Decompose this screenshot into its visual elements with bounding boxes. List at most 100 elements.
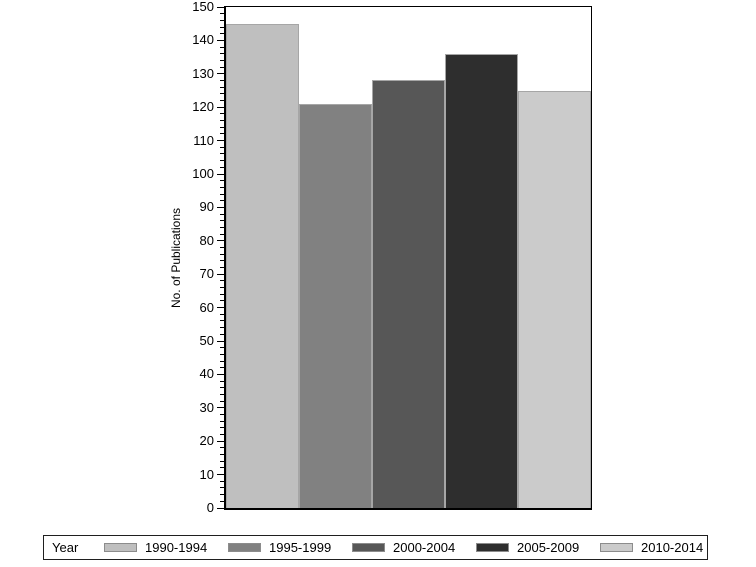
legend-entry-2000-2004: 2000-2004 <box>352 540 476 555</box>
bar-1990-1994 <box>226 23 299 508</box>
y-minor-tick <box>220 180 224 182</box>
y-minor-tick <box>220 213 224 215</box>
legend-swatch-2010-2014 <box>600 543 633 552</box>
legend-swatch-1995-1999 <box>228 543 261 552</box>
y-major-tick <box>217 474 224 476</box>
y-minor-tick <box>220 454 224 456</box>
y-minor-tick <box>220 434 224 436</box>
y-major-tick <box>217 407 224 409</box>
y-minor-tick <box>220 347 224 349</box>
legend-label-2005-2009: 2005-2009 <box>517 540 580 555</box>
legend: Year 1990-1994 1995-1999 2000-2004 2005-200… <box>43 535 708 560</box>
y-minor-tick <box>220 86 224 88</box>
y-minor-tick <box>220 267 224 269</box>
legend-entry-1990-1994: 1990-1994 <box>104 540 228 555</box>
y-minor-tick <box>220 280 224 282</box>
y-major-tick <box>217 240 224 242</box>
y-tick-label-150: 150 <box>192 0 214 14</box>
y-major-tick <box>217 106 224 108</box>
y-minor-tick <box>220 153 224 155</box>
y-minor-tick <box>220 26 224 28</box>
y-major-tick <box>217 340 224 342</box>
y-minor-tick <box>220 226 224 228</box>
y-minor-tick <box>220 360 224 362</box>
y-minor-tick <box>220 427 224 429</box>
legend-entry-2010-2014: 2010-2014 <box>600 540 703 555</box>
y-minor-tick <box>220 413 224 415</box>
y-minor-tick <box>220 186 224 188</box>
y-minor-tick <box>220 313 224 315</box>
y-minor-tick <box>220 66 224 68</box>
y-minor-tick <box>220 447 224 449</box>
y-tick-label-70: 70 <box>199 266 214 282</box>
y-minor-tick <box>220 120 224 122</box>
y-tick-label-130: 130 <box>192 65 214 81</box>
bar-2005-2009 <box>445 53 518 508</box>
y-major-tick <box>217 39 224 41</box>
y-major-tick <box>217 440 224 442</box>
y-tick-label-80: 80 <box>199 232 214 248</box>
y-minor-tick <box>220 146 224 148</box>
y-minor-tick <box>220 19 224 21</box>
bar-2010-2014 <box>518 90 591 508</box>
y-minor-tick <box>220 33 224 35</box>
y-tick-label-20: 20 <box>199 433 214 449</box>
y-minor-tick <box>220 166 224 168</box>
y-minor-tick <box>220 380 224 382</box>
y-minor-tick <box>220 93 224 95</box>
legend-title: Year <box>52 540 79 555</box>
y-major-tick <box>217 373 224 375</box>
y-minor-tick <box>220 367 224 369</box>
y-tick-label-50: 50 <box>199 333 214 348</box>
y-major-tick <box>217 273 224 275</box>
y-major-tick <box>217 140 224 142</box>
y-minor-tick <box>220 387 224 389</box>
y-minor-tick <box>220 420 224 422</box>
y-minor-tick <box>220 79 224 81</box>
legend-swatch-2005-2009 <box>476 543 509 552</box>
bar-1995-1999 <box>299 103 372 508</box>
y-major-tick <box>217 206 224 208</box>
y-minor-tick <box>220 126 224 128</box>
y-minor-tick <box>220 293 224 295</box>
y-minor-tick <box>220 113 224 115</box>
y-tick-label-40: 40 <box>199 366 214 382</box>
y-minor-tick <box>220 393 224 395</box>
y-tick-label-60: 60 <box>199 299 214 315</box>
y-minor-tick <box>220 287 224 289</box>
y-minor-tick <box>220 100 224 102</box>
y-major-tick <box>217 307 224 309</box>
y-minor-tick <box>220 480 224 482</box>
legend-entry-2005-2009: 2005-2009 <box>476 540 600 555</box>
y-axis-ticks: 0 10 20 30 40 50 60 70 80 90 100 110 120 130 140 150 <box>0 0 224 515</box>
legend-label-1995-1999: 1995-1999 <box>269 540 332 555</box>
legend-label-1990-1994: 1990-1994 <box>145 540 208 555</box>
y-minor-tick <box>220 320 224 322</box>
y-tick-label-90: 90 <box>199 199 214 215</box>
legend-entry-1995-1999: 1995-1999 <box>228 540 352 555</box>
y-minor-tick <box>220 467 224 469</box>
y-tick-label-110: 110 <box>193 132 214 148</box>
y-minor-tick <box>220 46 224 48</box>
y-minor-tick <box>220 220 224 222</box>
y-major-tick <box>217 507 224 509</box>
y-minor-tick <box>220 500 224 502</box>
y-minor-tick <box>220 59 224 61</box>
y-minor-tick <box>220 200 224 202</box>
y-tick-label-10: 10 <box>199 466 214 482</box>
bar-2000-2004 <box>372 80 445 508</box>
y-minor-tick <box>220 246 224 248</box>
y-tick-label-120: 120 <box>192 99 214 115</box>
y-minor-tick <box>220 353 224 355</box>
y-major-tick <box>217 173 224 175</box>
y-minor-tick <box>220 253 224 255</box>
legend-label-2000-2004: 2000-2004 <box>393 540 456 555</box>
legend-swatch-1990-1994 <box>104 543 137 552</box>
y-minor-tick <box>220 53 224 55</box>
legend-swatch-2000-2004 <box>352 543 385 552</box>
y-minor-tick <box>220 13 224 15</box>
legend-entries: 1990-1994 1995-1999 2000-2004 2005-2009 2010… <box>104 540 707 555</box>
y-minor-tick <box>220 400 224 402</box>
y-minor-tick <box>220 160 224 162</box>
